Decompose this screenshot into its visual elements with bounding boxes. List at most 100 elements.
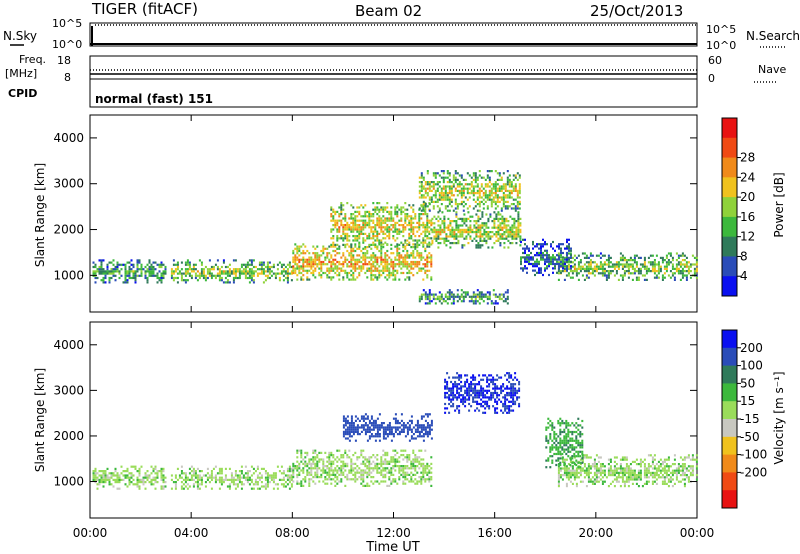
scatter-cell	[422, 196, 425, 199]
scatter-cell	[180, 272, 183, 275]
scatter-cell	[340, 454, 343, 457]
scatter-cell	[455, 220, 458, 223]
scatter-cell	[414, 458, 417, 461]
scatter-cell	[509, 233, 512, 236]
scatter-cell	[108, 276, 111, 280]
scatter-cell	[370, 254, 373, 257]
scatter-cell	[540, 271, 542, 274]
scatter-cell	[304, 456, 307, 459]
scatter-cell	[364, 428, 367, 431]
scatter-cell	[593, 460, 596, 463]
scatter-cell	[426, 254, 429, 257]
scatter-cell	[344, 213, 347, 216]
scatter-cell	[667, 252, 670, 255]
scatter-cell	[396, 426, 399, 429]
scatter-cell	[609, 270, 612, 273]
scatter-cell	[336, 471, 339, 474]
scatter-cell	[146, 281, 149, 284]
scatter-cell	[430, 196, 433, 199]
scatter-cell	[420, 415, 423, 418]
scatter-cell	[454, 172, 457, 175]
scatter-cell	[282, 270, 285, 273]
scatter-cell	[374, 226, 377, 229]
scatter-cell	[364, 252, 367, 255]
scatter-cell	[384, 221, 387, 224]
scatter-cell	[406, 254, 409, 257]
scatter-cell	[500, 196, 503, 199]
scatter-cell	[346, 226, 349, 229]
scatter-cell	[342, 415, 345, 418]
scatter-cell	[556, 262, 558, 266]
scatter-cell	[459, 235, 462, 238]
scatter-cell	[100, 476, 103, 479]
scatter-cell	[380, 243, 383, 246]
scatter-cell	[116, 481, 119, 484]
scatter-cell	[130, 481, 133, 484]
scatter-cell	[487, 231, 490, 234]
scatter-cell	[506, 378, 509, 381]
scatter-cell	[430, 219, 433, 222]
scatter-cell	[96, 276, 99, 280]
scatter-cell	[400, 213, 403, 216]
scatter-cell	[566, 238, 568, 241]
scatter-cell	[384, 226, 387, 229]
scatter-cell	[476, 176, 479, 179]
scatter-cell	[462, 291, 465, 294]
scatter-cell	[296, 473, 299, 476]
scatter-cell	[412, 458, 415, 461]
scatter-cell	[336, 456, 339, 459]
scatter-cell	[300, 456, 303, 459]
scatter-cell	[451, 242, 454, 245]
scatter-cell	[635, 263, 638, 266]
scatter-cell	[570, 260, 572, 263]
scatter-cell	[404, 208, 407, 211]
scatter-cell	[479, 246, 482, 249]
scatter-cell	[386, 428, 389, 431]
scatter-cell	[398, 278, 401, 281]
scatter-cell	[446, 372, 449, 375]
scatter-cell	[550, 260, 552, 263]
scatter-cell	[314, 482, 317, 485]
scatter-cell	[661, 256, 664, 259]
scatter-cell	[458, 383, 461, 386]
scatter-cell	[292, 256, 295, 259]
scatter-cell	[124, 483, 127, 486]
scatter-cell	[655, 276, 658, 279]
scatter-cell	[466, 192, 469, 195]
date-label: 25/Oct/2013	[590, 2, 683, 20]
scatter-cell	[380, 469, 383, 472]
scatter-cell	[308, 480, 311, 483]
scatter-cell	[473, 224, 476, 227]
scatter-cell	[222, 478, 225, 481]
scatter-cell	[605, 263, 608, 266]
scatter-cell	[436, 200, 439, 203]
scatter-cell	[516, 391, 519, 395]
scatter-cell	[104, 472, 107, 475]
scatter-band	[170, 259, 293, 284]
scatter-cell	[352, 469, 355, 472]
scatter-cell	[520, 262, 522, 266]
scatter-cell	[154, 476, 157, 479]
scatter-cell	[322, 271, 325, 275]
scatter-cell	[280, 270, 283, 273]
scatter-cell	[284, 272, 287, 275]
scatter-cell	[502, 187, 505, 190]
scatter-cell	[296, 245, 299, 248]
scatter-cell	[304, 462, 307, 465]
scatter-cell	[366, 235, 369, 238]
scatter-cell	[440, 176, 443, 179]
scatter-cell	[210, 470, 213, 473]
scatter-cell	[566, 265, 568, 268]
scatter-cell	[675, 259, 678, 262]
scatter-cell	[222, 481, 225, 484]
scatter-cell	[424, 293, 427, 296]
scatter-cell	[528, 260, 530, 263]
scatter-cell	[384, 467, 387, 470]
scatter-cell	[575, 272, 578, 275]
scatter-cell	[106, 467, 109, 470]
scatter-cell	[456, 300, 459, 303]
scatter-cell	[643, 274, 646, 277]
scatter-cell	[374, 433, 377, 436]
scatter-cell	[587, 456, 590, 459]
scatter-cell	[412, 254, 415, 257]
